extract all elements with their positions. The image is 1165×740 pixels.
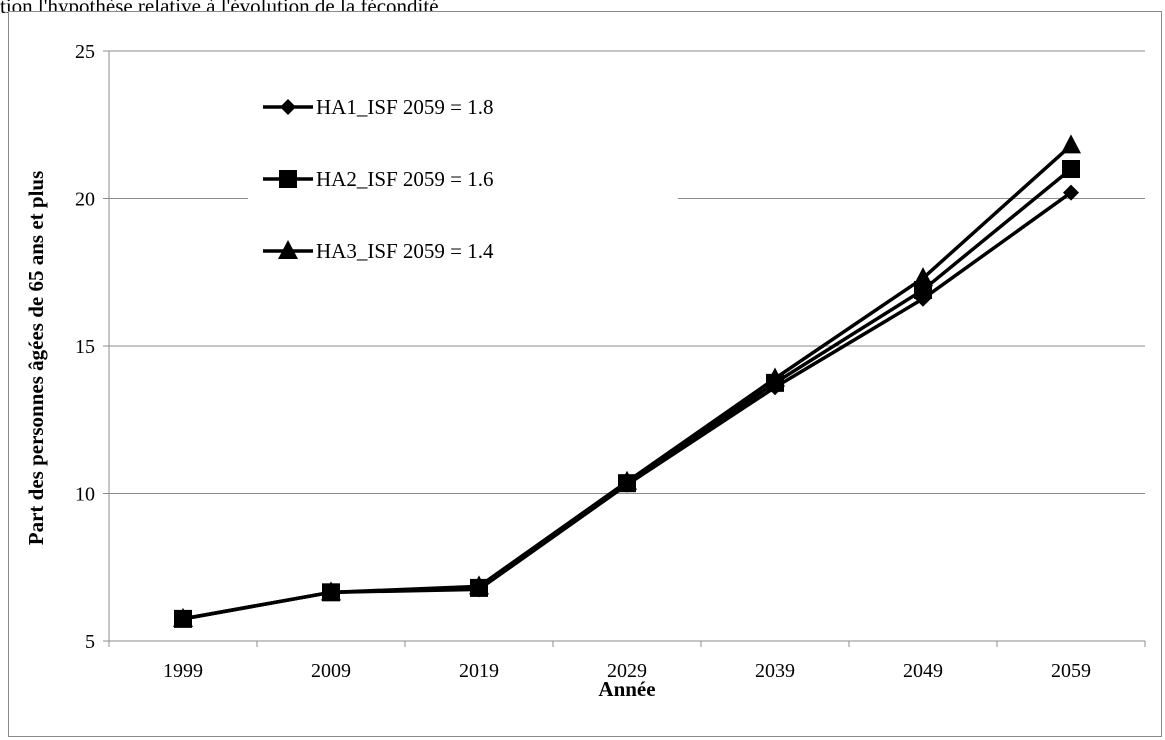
x-tick-label: 2019 — [459, 660, 499, 682]
data-point — [1063, 184, 1079, 201]
legend-entry-2: HA2_ISF 2059 = 1.6 — [248, 157, 678, 201]
y-tick-label: 5 — [85, 631, 95, 653]
legend-entry-1: HA1_ISF 2059 = 1.8 — [248, 85, 678, 129]
y-tick-label: 25 — [75, 41, 95, 63]
data-point — [1061, 134, 1081, 154]
y-tick-label: 20 — [75, 189, 95, 211]
y-tick-label: 10 — [75, 484, 95, 506]
data-point — [469, 575, 489, 595]
y-axis-title: Part des personnes âgées de 65 ans et pl… — [24, 171, 48, 546]
legend-label: HA2_ISF 2059 = 1.6 — [316, 167, 494, 191]
data-point — [765, 367, 785, 387]
x-tick-label: 1999 — [163, 660, 203, 682]
data-point — [617, 470, 637, 490]
series-line — [182, 144, 1073, 621]
legend: HA1_ISF 2059 = 1.8 HA2_ISF 2059 = 1.6 HA3_… — [248, 85, 678, 273]
legend-marker — [278, 240, 298, 259]
legend-label: HA1_ISF 2059 = 1.8 — [316, 95, 494, 119]
x-tick-label: 2009 — [311, 660, 351, 682]
y-tick-label: 15 — [75, 336, 95, 358]
legend-entry-3: HA3_ISF 2059 = 1.4 — [248, 229, 678, 273]
axes — [103, 50, 1146, 647]
legend-marker — [279, 170, 297, 188]
x-tick-label: 2039 — [755, 660, 795, 682]
data-point — [173, 607, 193, 627]
x-axis-title: Année — [598, 677, 655, 701]
legend-background — [248, 157, 678, 201]
x-tick-label: 2059 — [1051, 660, 1091, 682]
series-3 — [173, 134, 1081, 627]
x-tick-label: 2049 — [903, 660, 943, 682]
tick-labels: 5 10 15 20 25 1999 2009 2019 2029 2039 2049 2059 — [75, 41, 1091, 682]
legend-label: HA3_ISF 2059 = 1.4 — [316, 239, 494, 263]
series-group — [173, 134, 1081, 628]
data-point — [913, 267, 933, 287]
legend-marker — [280, 99, 296, 115]
legend-background — [248, 85, 678, 129]
data-point — [1062, 160, 1080, 178]
legend-background — [248, 229, 678, 273]
x-tick-label: 2029 — [607, 660, 647, 682]
data-point — [321, 581, 341, 601]
